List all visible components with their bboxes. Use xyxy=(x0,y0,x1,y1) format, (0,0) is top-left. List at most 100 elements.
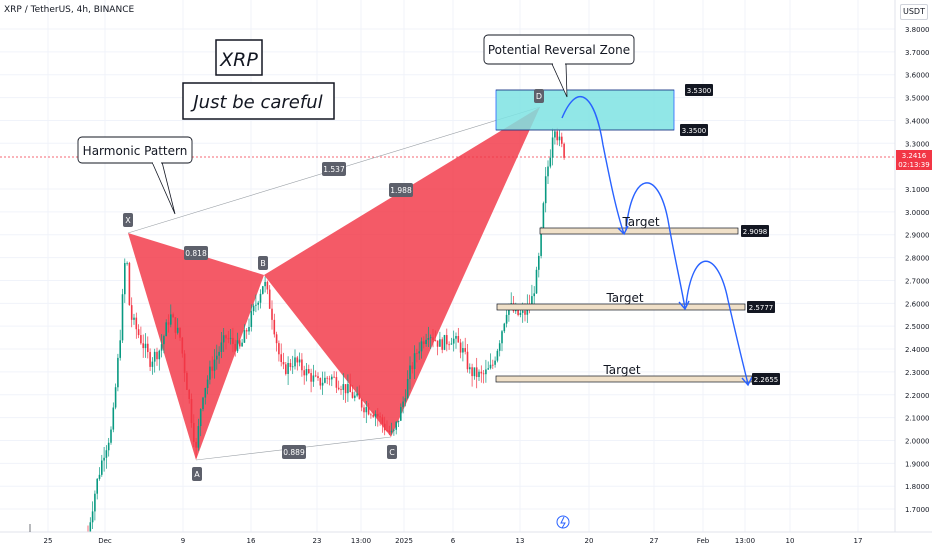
candle-body xyxy=(266,281,269,290)
candle-body xyxy=(441,339,443,350)
x-tick-label: 17 xyxy=(854,537,863,545)
candle-body xyxy=(176,327,179,333)
candle-body xyxy=(554,131,556,138)
candle-body xyxy=(498,343,501,351)
candle-body xyxy=(411,365,414,370)
candle-body xyxy=(195,441,197,448)
candle-body xyxy=(487,368,489,370)
x-tick-label: 13:00 xyxy=(351,537,371,545)
target-2-tag: 2.5777 xyxy=(749,304,774,312)
candle-body xyxy=(262,286,264,294)
candle-body xyxy=(418,351,420,354)
y-tick-label: 2.9000 xyxy=(905,232,930,240)
candle-body xyxy=(524,310,526,315)
x-tick-label: Dec xyxy=(98,537,112,545)
candle-body xyxy=(335,377,338,388)
candle-body xyxy=(250,311,253,327)
y-tick-label: 1.8000 xyxy=(905,483,930,491)
candle-body xyxy=(105,450,108,458)
candle-body xyxy=(280,354,282,363)
candle-body xyxy=(413,353,416,370)
candle-body xyxy=(429,337,432,339)
candle-body xyxy=(183,353,186,373)
candle-body xyxy=(363,407,365,413)
candle-body xyxy=(271,308,273,320)
candle-body xyxy=(282,362,285,365)
x-tick-label: 20 xyxy=(585,537,594,545)
candle-body xyxy=(561,136,563,144)
candle-body xyxy=(218,351,220,356)
pattern-point-badge xyxy=(258,256,268,270)
candle-body xyxy=(181,337,184,354)
candle-body xyxy=(167,322,170,325)
x-tick-label: 23 xyxy=(313,537,322,545)
candle-body xyxy=(337,387,340,390)
candle-body xyxy=(538,255,540,270)
candle-body xyxy=(360,399,363,408)
reversal-zone[interactable] xyxy=(495,89,675,131)
candle-body xyxy=(436,340,439,347)
candle-body xyxy=(128,262,131,306)
x-tick-label: 13:00 xyxy=(735,537,755,545)
candle-body xyxy=(390,430,393,433)
candle-body xyxy=(101,460,103,475)
harmonic-callout-text: Harmonic Pattern xyxy=(83,144,188,158)
ratio-label: 0.818 xyxy=(185,249,207,258)
y-tick-label: 3.1000 xyxy=(905,186,930,194)
candle-body xyxy=(241,342,243,347)
candle-body xyxy=(395,421,397,430)
candle-body xyxy=(521,310,524,313)
candle-body xyxy=(144,343,147,349)
candle-body xyxy=(358,393,361,400)
candle-body xyxy=(220,342,223,352)
candle-body xyxy=(448,344,450,346)
candle-body xyxy=(423,341,425,345)
candle-body xyxy=(199,409,202,427)
candle-body xyxy=(492,364,494,366)
prz-callout-text: Potential Reversal Zone xyxy=(488,43,630,57)
target-bar-1 xyxy=(539,227,739,235)
candle-body xyxy=(229,337,232,339)
candle-body xyxy=(142,343,144,349)
candle-body xyxy=(312,375,315,382)
ratio-badge xyxy=(389,183,413,197)
candle-body xyxy=(480,371,483,374)
projection-arrow-2 xyxy=(625,182,686,309)
candle-body xyxy=(365,407,368,413)
candle-body xyxy=(206,379,209,389)
candle-body xyxy=(551,137,554,158)
candle-body xyxy=(107,442,110,451)
candle-body xyxy=(386,430,388,432)
candle-body xyxy=(404,398,407,402)
candle-body xyxy=(505,314,508,324)
x-tick-label: 2025 xyxy=(395,537,413,545)
candle-body xyxy=(531,296,533,305)
candle-body xyxy=(455,336,457,339)
zone-bottom-tag: 3.3500 xyxy=(682,127,707,135)
target-label-1: Target xyxy=(621,215,659,229)
candle-body xyxy=(197,426,200,448)
currency-button[interactable]: USDT xyxy=(900,4,928,20)
candle-body xyxy=(400,407,402,421)
candle-body xyxy=(379,416,381,418)
current-price-value: 3.2416 xyxy=(902,152,927,160)
y-tick-label: 3.6000 xyxy=(905,72,930,80)
candle-body xyxy=(342,384,345,390)
y-tick-label: 3.7000 xyxy=(905,49,930,57)
event-flag-icon[interactable] xyxy=(556,515,570,529)
y-tick-label: 3.8000 xyxy=(905,26,930,34)
candle-body xyxy=(89,522,92,533)
candle-body xyxy=(478,371,480,377)
candle-body xyxy=(112,407,115,430)
candle-body xyxy=(158,350,161,360)
candle-body xyxy=(209,366,211,380)
candle-body xyxy=(234,344,236,352)
candle-body xyxy=(204,388,207,398)
target-bars xyxy=(495,227,753,383)
candle-body xyxy=(236,340,239,352)
level-tags: 3.5300 3.3500 2.9098 2.5777 2.2655 xyxy=(680,84,780,385)
candle-body xyxy=(314,375,317,377)
x-tick-label: 16 xyxy=(247,537,256,545)
title-box: XRP Just be careful xyxy=(182,39,335,120)
